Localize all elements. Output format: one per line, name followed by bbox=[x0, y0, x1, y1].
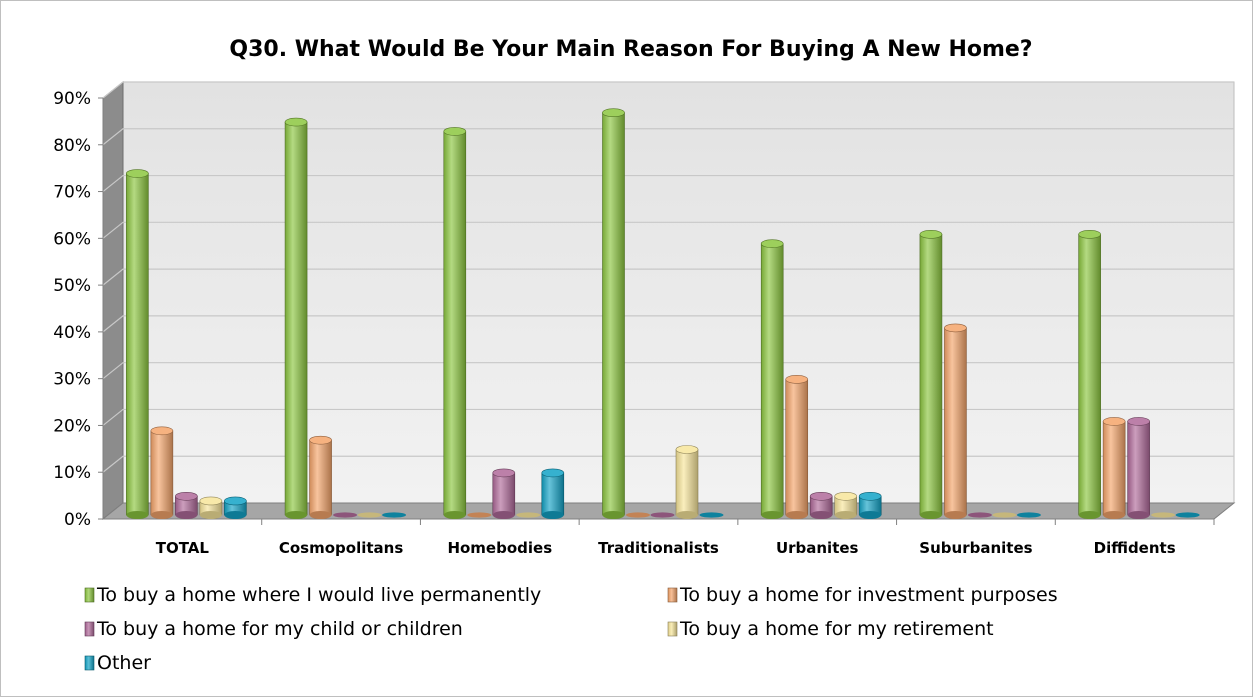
y-tick-label: 60% bbox=[53, 229, 91, 249]
y-tick-label: 70% bbox=[53, 183, 91, 203]
bar bbox=[1078, 230, 1101, 519]
legend-swatch bbox=[84, 621, 95, 637]
legend-label: To buy a home for my retirement bbox=[679, 618, 994, 640]
legend-item: Other bbox=[84, 652, 151, 674]
category-label: TOTAL bbox=[156, 539, 210, 557]
bar bbox=[1016, 512, 1041, 518]
legend-label: Other bbox=[97, 652, 151, 674]
legend-item: To buy a home for my child or children bbox=[84, 618, 463, 640]
bar bbox=[785, 375, 809, 519]
bar bbox=[284, 117, 308, 519]
legend-swatch bbox=[84, 587, 95, 603]
legend-swatch bbox=[667, 621, 678, 637]
bar bbox=[675, 445, 699, 519]
bar bbox=[443, 127, 467, 519]
category-label: Urbanites bbox=[776, 539, 859, 557]
legend-label: To buy a home for investment purposes bbox=[679, 584, 1058, 606]
y-tick-label: 0% bbox=[64, 510, 91, 530]
category-labels: TOTAL Cosmopolitans Homebodies Traditionali… bbox=[156, 539, 1176, 557]
bar bbox=[967, 512, 992, 518]
axes bbox=[98, 97, 1215, 525]
bar bbox=[382, 512, 407, 518]
bar bbox=[699, 512, 724, 518]
gridlines bbox=[102, 81, 1234, 473]
legend-label: To buy a home for my child or children bbox=[96, 618, 463, 640]
bar bbox=[760, 239, 784, 519]
gridline bbox=[102, 268, 1234, 286]
gridline bbox=[102, 221, 1234, 239]
bar bbox=[919, 230, 943, 519]
y-tick-label: 90% bbox=[53, 89, 91, 109]
bar bbox=[1127, 417, 1150, 519]
bar bbox=[467, 512, 492, 518]
legend-swatch bbox=[667, 587, 678, 603]
bar bbox=[541, 468, 565, 519]
bar bbox=[1102, 417, 1126, 519]
legend-item: To buy a home for my retirement bbox=[667, 618, 994, 640]
gridline bbox=[102, 362, 1234, 380]
bar bbox=[199, 496, 223, 519]
y-tick-label: 80% bbox=[53, 136, 91, 156]
bar bbox=[309, 435, 332, 519]
chart-title: Q30. What Would Be Your Main Reason For … bbox=[229, 37, 1032, 62]
bar bbox=[944, 323, 967, 519]
plot-background bbox=[101, 80, 1236, 521]
gridline bbox=[102, 128, 1234, 146]
bar bbox=[126, 169, 149, 519]
legend-swatch bbox=[84, 655, 95, 671]
bar bbox=[175, 491, 198, 519]
bar bbox=[650, 512, 675, 518]
legend-item: To buy a home for investment purposes bbox=[667, 584, 1058, 606]
gridline bbox=[102, 81, 1234, 99]
category-label: Suburbanites bbox=[919, 539, 1032, 557]
bar bbox=[1151, 512, 1176, 518]
bar bbox=[1175, 512, 1200, 518]
y-tick-label: 40% bbox=[53, 323, 91, 343]
bars bbox=[126, 108, 1200, 519]
bar bbox=[150, 426, 174, 519]
gridline bbox=[102, 408, 1234, 426]
y-tick-labels: 0% 10% 20% 30% 40% 50% 60% 70% 80% 90% bbox=[53, 89, 91, 530]
category-label: Homebodies bbox=[447, 539, 552, 557]
bar bbox=[516, 512, 541, 518]
legend-label: To buy a home where I would live permane… bbox=[96, 584, 541, 606]
bar bbox=[626, 512, 650, 518]
bar bbox=[809, 491, 833, 519]
bar bbox=[492, 468, 516, 519]
bar bbox=[858, 491, 882, 519]
bar bbox=[357, 512, 382, 518]
bar bbox=[834, 491, 858, 519]
y-tick-label: 30% bbox=[53, 370, 91, 390]
bar bbox=[602, 108, 625, 519]
y-tick-label: 20% bbox=[53, 416, 91, 436]
y-tick-label: 50% bbox=[53, 276, 91, 296]
y-tick-label: 10% bbox=[53, 463, 91, 483]
bar bbox=[992, 512, 1017, 518]
gridline bbox=[102, 455, 1234, 473]
category-label: Diffidents bbox=[1094, 539, 1176, 557]
category-label: Traditionalists bbox=[598, 539, 719, 557]
gridline bbox=[102, 315, 1234, 333]
legend-item: To buy a home where I would live permane… bbox=[84, 584, 541, 606]
bar bbox=[333, 512, 358, 518]
gridline bbox=[102, 174, 1234, 193]
category-label: Cosmopolitans bbox=[279, 539, 403, 557]
bar bbox=[224, 496, 247, 519]
legend: To buy a home where I would live permane… bbox=[84, 584, 1058, 674]
